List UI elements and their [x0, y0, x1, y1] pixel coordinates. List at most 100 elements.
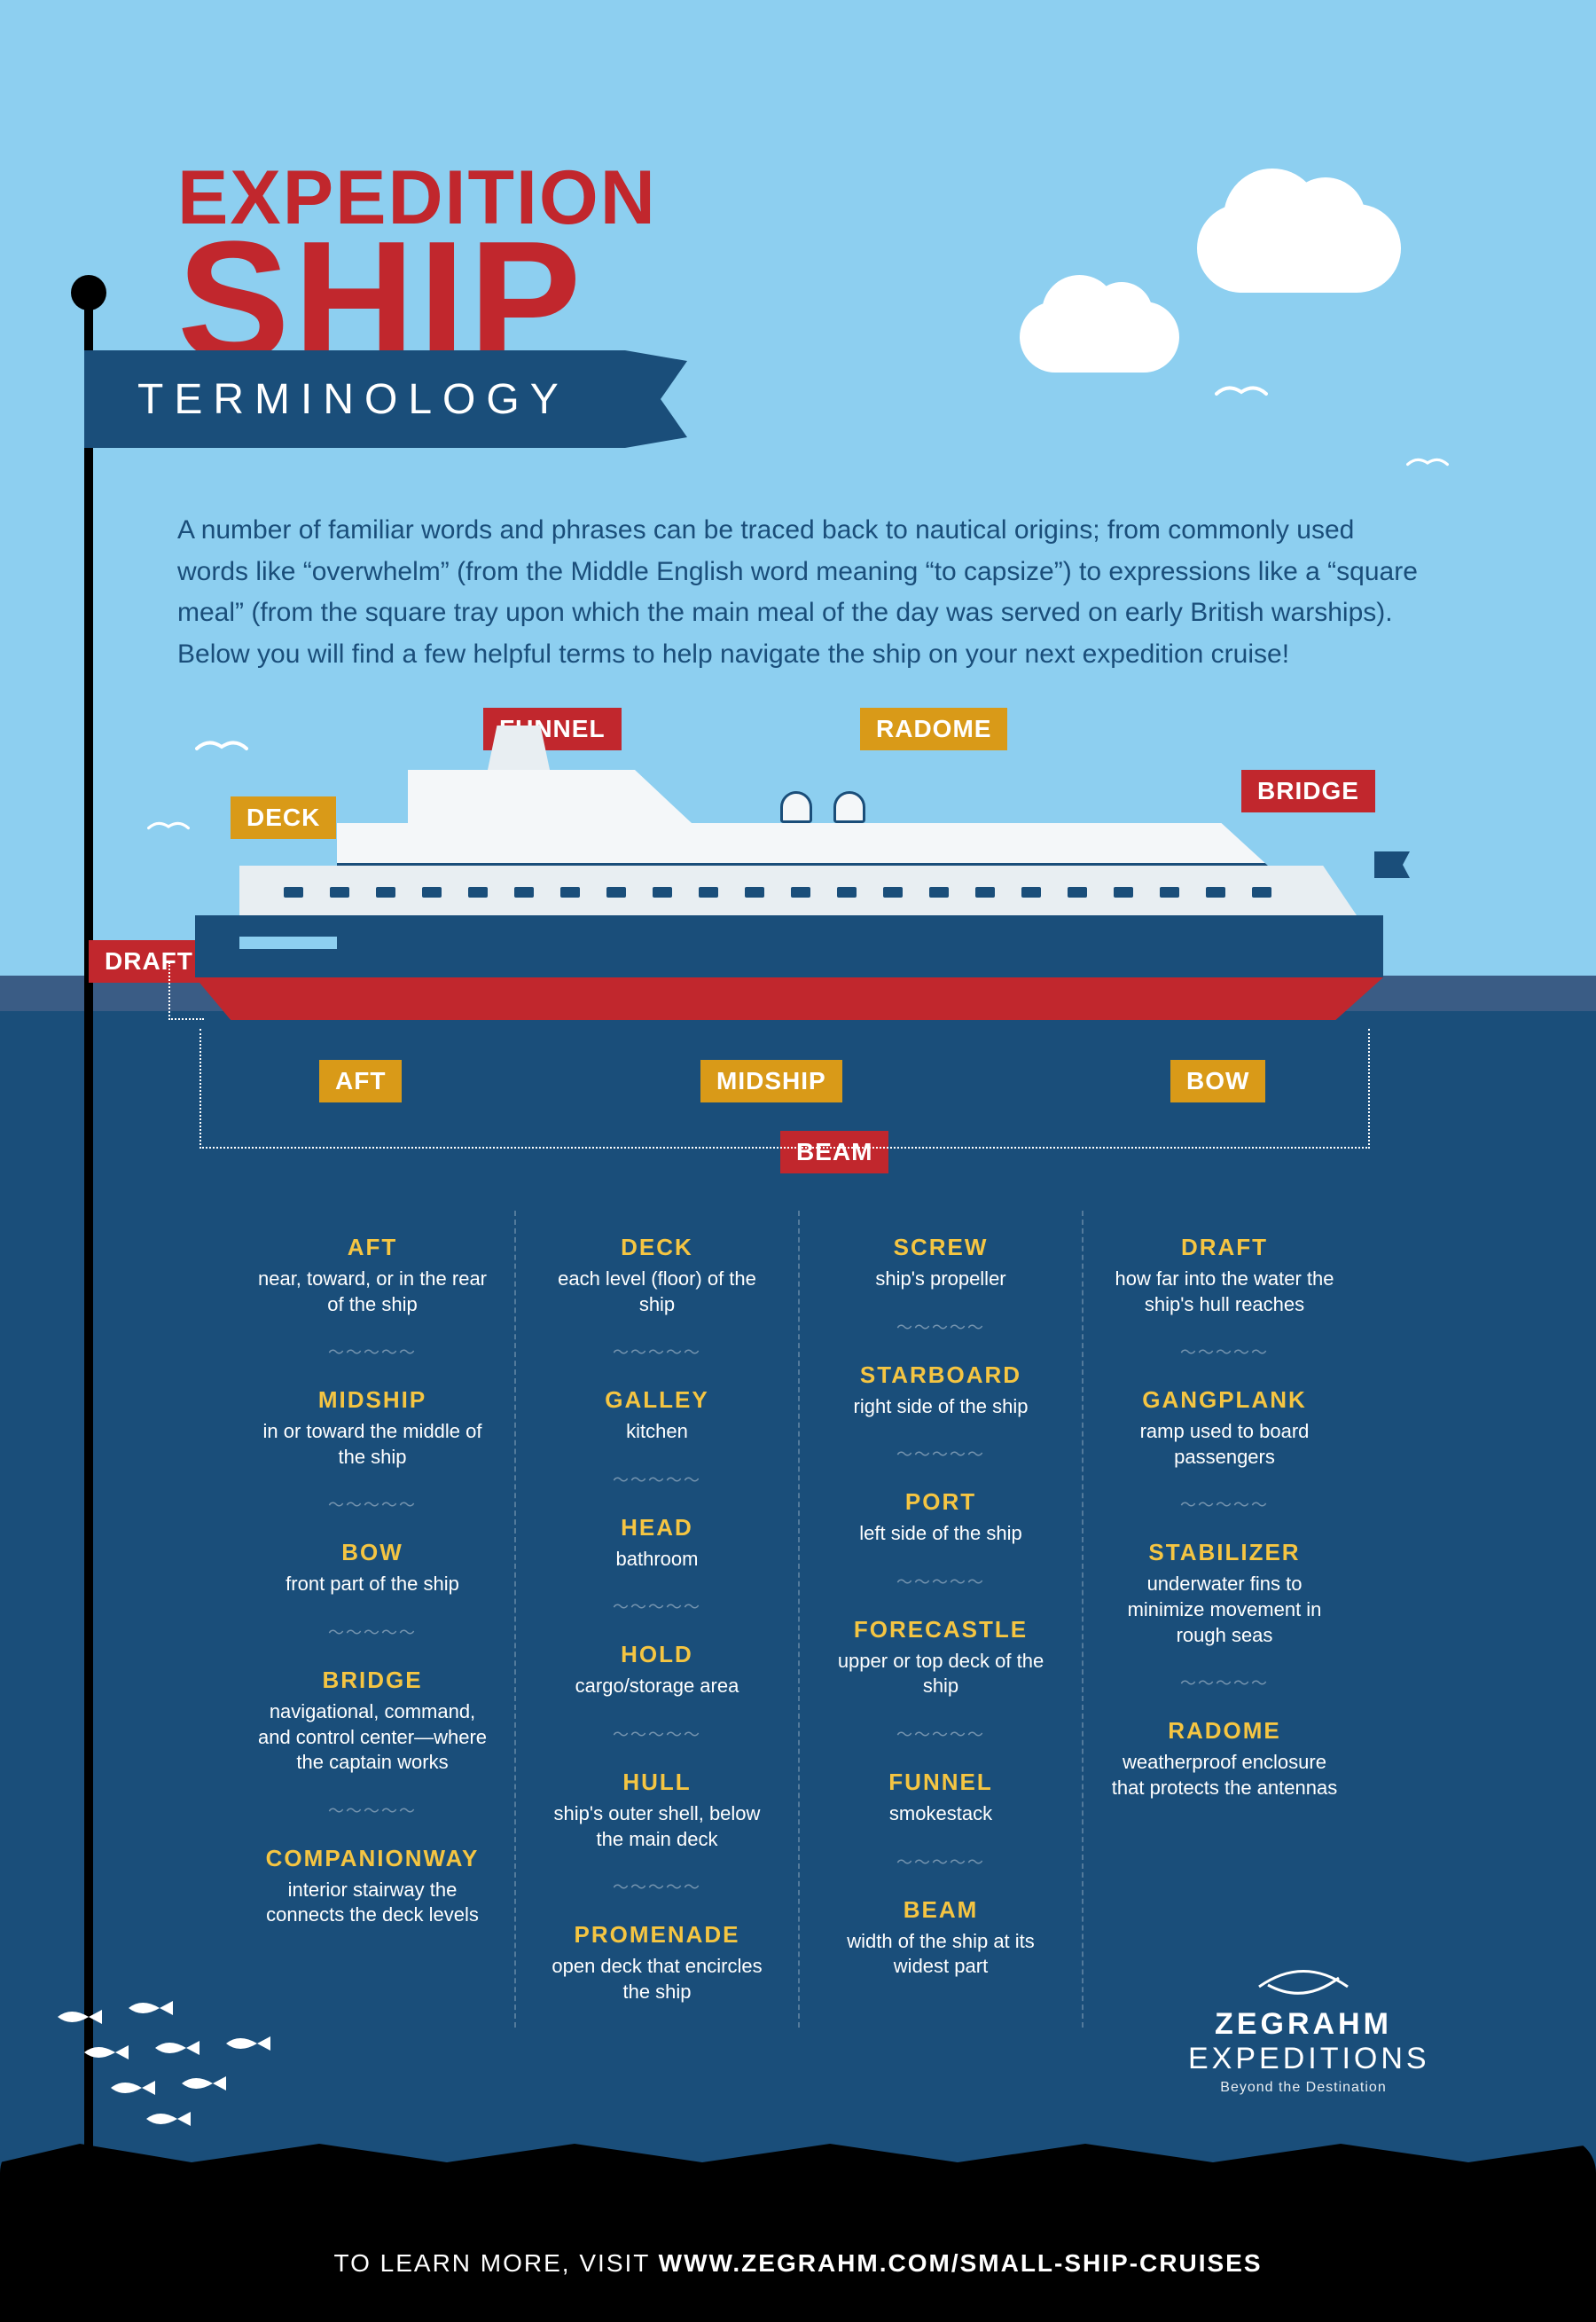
glossary: AFT near, toward, or in the rear of the s… — [231, 1211, 1365, 2028]
term-definition: underwater fins to minimize movement in … — [1110, 1572, 1339, 1648]
term-name: AFT — [257, 1234, 488, 1261]
glossary-term: STABILIZER underwater fins to minimize mo… — [1110, 1539, 1339, 1694]
ship-radome — [780, 791, 812, 823]
fish-icon — [142, 2106, 195, 2131]
glossary-term: GALLEYkitchen～～～～～ — [543, 1386, 771, 1491]
glossary-term: PROMENADEopen deck that encircles the sh… — [543, 1921, 771, 2004]
ship-illustration — [195, 772, 1383, 1020]
term-definition: each level (floor) of the ship — [543, 1267, 771, 1317]
fish-icon — [177, 2071, 231, 2096]
term-name: RADOME — [1110, 1717, 1339, 1745]
footer-lead: TO LEARN MORE, VISIT — [334, 2249, 659, 2277]
footer-url: WWW.ZEGRAHM.COM/SMALL-SHIP-CRUISES — [659, 2249, 1263, 2277]
term-definition: navigational, command, and control cente… — [257, 1699, 488, 1776]
term-definition: upper or top deck of the ship — [826, 1649, 1055, 1699]
glossary-term: COMPANIONWAYinterior stairway the connec… — [257, 1845, 488, 1928]
term-definition: weatherproof enclosure that protects the… — [1110, 1750, 1339, 1800]
glossary-term: HOLD cargo/storage area ～～～～～ — [543, 1641, 771, 1745]
divider-wave: ～～～～～ — [543, 1340, 771, 1363]
divider-wave: ～～～～～ — [826, 1315, 1055, 1338]
glossary-term: MIDSHIPin or toward the middle of the sh… — [257, 1386, 488, 1516]
divider-wave: ～～～～～ — [257, 1493, 488, 1516]
term-name: BOW — [257, 1539, 488, 1566]
glossary-term: HEADbathroom～～～～～ — [543, 1514, 771, 1619]
glossary-term: AFT near, toward, or in the rear of the s… — [257, 1234, 488, 1363]
glossary-term: DECK each level (floor) of the ship ～～～～～ — [543, 1234, 771, 1363]
tag-radome: RADOME — [860, 708, 1007, 750]
divider-wave: ～～～～～ — [257, 1340, 488, 1363]
brand-name-1: ZEGRAHM — [1215, 2007, 1392, 2041]
brand-block: ZEGRAHM EXPEDITIONS Beyond the Destinati… — [1188, 1951, 1419, 2096]
divider-wave: ～～～～～ — [543, 1722, 771, 1745]
flagpole-finial — [71, 275, 106, 310]
glossary-term: FUNNELsmokestack～～～～～ — [826, 1769, 1055, 1873]
fish-icon — [151, 2036, 204, 2060]
term-definition: width of the ship at its widest part — [826, 1929, 1055, 1980]
term-definition: ramp used to board passengers — [1110, 1419, 1339, 1470]
term-name: MIDSHIP — [257, 1386, 488, 1414]
fish-icon — [80, 2040, 133, 2065]
divider-wave: ～～～～～ — [826, 1850, 1055, 1873]
term-definition: cargo/storage area — [543, 1674, 771, 1699]
footer-text: TO LEARN MORE, VISIT WWW.ZEGRAHM.COM/SMA… — [0, 2249, 1596, 2278]
title-block: EXPEDITION SHIP — [177, 164, 657, 371]
term-definition: kitchen — [543, 1419, 771, 1445]
term-name: GANGPLANK — [1110, 1386, 1339, 1414]
term-name: DECK — [543, 1234, 771, 1261]
guide-beam — [200, 1029, 1370, 1149]
term-name: STABILIZER — [1110, 1539, 1339, 1566]
divider-wave: ～～～～～ — [826, 1722, 1055, 1745]
bird-icon — [147, 818, 190, 835]
bird-icon — [195, 736, 248, 757]
brand-name: ZEGRAHM EXPEDITIONS — [1188, 2007, 1419, 2076]
ship-hull-stripe — [239, 937, 337, 949]
ship-funnel — [488, 726, 550, 770]
glossary-term: GANGPLANKramp used to board passengers～～… — [1110, 1386, 1339, 1516]
bird-icon — [1215, 381, 1268, 403]
term-name: PROMENADE — [543, 1921, 771, 1949]
term-name: GALLEY — [543, 1386, 771, 1414]
term-definition: front part of the ship — [257, 1572, 488, 1597]
ship-bridge-tower — [408, 770, 692, 823]
term-definition: smokestack — [826, 1801, 1055, 1827]
banner-text: TERMINOLOGY — [84, 350, 625, 448]
glossary-col-2: DECK each level (floor) of the ship ～～～～～ G… — [514, 1211, 798, 2028]
banner-tail — [625, 350, 687, 448]
glossary-term: BRIDGE navigational, command, and control… — [257, 1667, 488, 1822]
glossary-term: RADOME weatherproof enclosure that protec… — [1110, 1717, 1339, 1800]
fish-icon — [106, 2075, 160, 2100]
ship-deck-2 — [337, 823, 1268, 866]
divider-wave: ～～～～～ — [1110, 1340, 1339, 1363]
fish-icon — [124, 1996, 177, 2020]
term-name: COMPANIONWAY — [257, 1845, 488, 1872]
divider-wave: ～～～～～ — [826, 1570, 1055, 1593]
ship-hull-upper — [195, 915, 1383, 977]
term-definition: ship's outer shell, below the main deck — [543, 1801, 771, 1852]
glossary-term: PORTleft side of the ship～～～～～ — [826, 1488, 1055, 1593]
term-name: FORECASTLE — [826, 1616, 1055, 1643]
ship-hull-lower — [195, 977, 1383, 1020]
banner: TERMINOLOGY — [84, 350, 687, 448]
term-definition: near, toward, or in the rear of the ship — [257, 1267, 488, 1317]
term-name: HULL — [543, 1769, 771, 1796]
glossary-term: BEAMwidth of the ship at its widest part — [826, 1896, 1055, 1980]
infographic-page: EXPEDITION SHIP TERMINOLOGY A number of … — [0, 0, 1596, 2322]
divider-wave: ～～～～～ — [826, 1442, 1055, 1465]
term-name: HOLD — [543, 1641, 771, 1668]
term-name: BRIDGE — [257, 1667, 488, 1694]
term-definition: ship's propeller — [826, 1267, 1055, 1292]
term-definition: right side of the ship — [826, 1394, 1055, 1420]
intro-paragraph: A number of familiar words and phrases c… — [177, 510, 1419, 675]
fish-icon — [222, 2031, 275, 2056]
fish-icon — [53, 2004, 106, 2029]
glossary-term: FORECASTLE upper or top deck of the ship ～… — [826, 1616, 1055, 1745]
brand-tagline: Beyond the Destination — [1188, 2080, 1419, 2096]
divider-wave: ～～～～～ — [1110, 1671, 1339, 1694]
term-name: SCREW — [826, 1234, 1055, 1261]
brand-name-2: EXPEDITIONS — [1188, 2042, 1430, 2075]
bird-icon — [1406, 454, 1449, 471]
brand-logo-icon — [1250, 1951, 1357, 1996]
porthole-row — [284, 887, 1303, 898]
divider-wave: ～～～～～ — [543, 1595, 771, 1618]
glossary-col-3: SCREWship's propeller～～～～～STARBOARDright… — [798, 1211, 1082, 2028]
